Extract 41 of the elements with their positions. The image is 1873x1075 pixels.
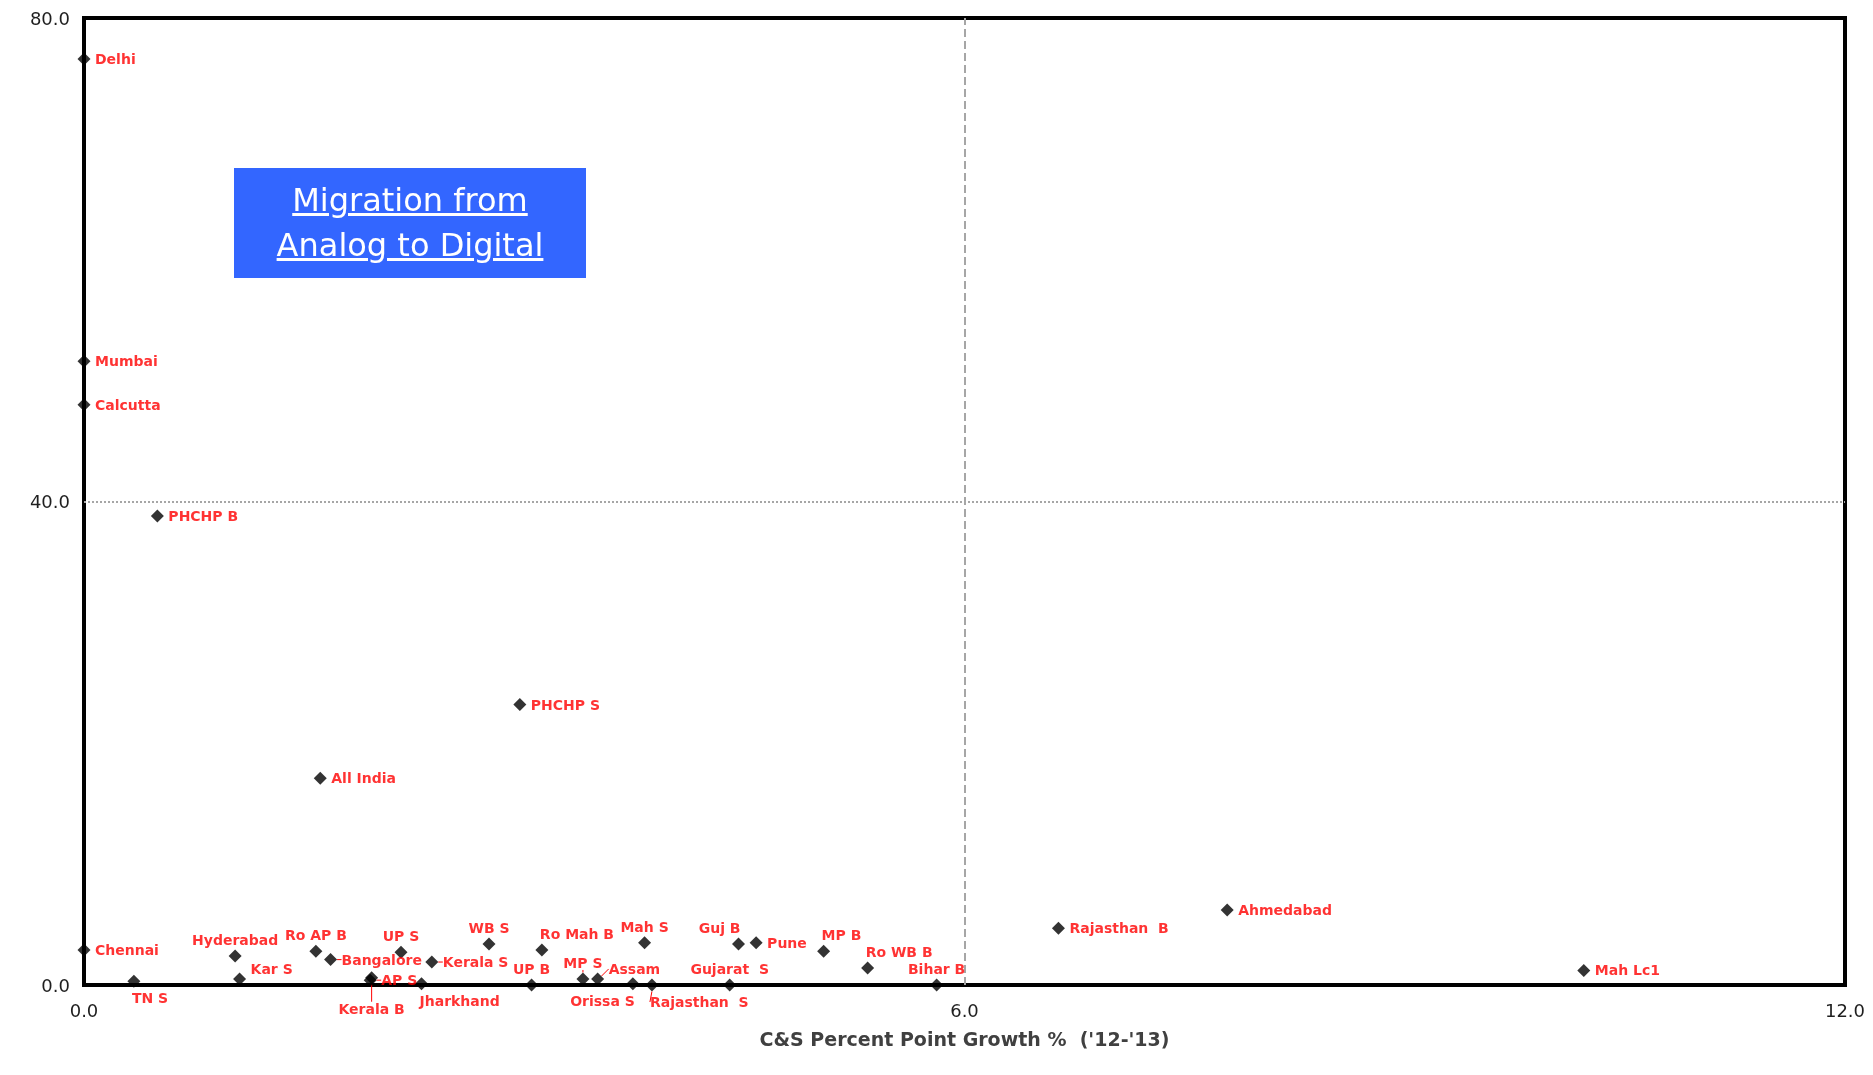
series-label: Hyderabad: [192, 931, 279, 948]
series-label: PHCHP B: [168, 508, 239, 525]
series-label: Pune: [767, 934, 807, 951]
series-label: Mah Lc1: [1594, 962, 1660, 979]
series-label: Guj B: [698, 919, 741, 936]
y-tick-label: 80.0: [29, 7, 70, 29]
series-label: Ro Mah B: [539, 925, 615, 942]
series-label: Kar S: [250, 960, 293, 977]
series-label: Ro WB B: [865, 944, 933, 961]
series-label: Rajasthan S: [649, 994, 749, 1010]
series-label: Mumbai: [94, 353, 158, 370]
series-label: TN S: [131, 990, 169, 1007]
series-label: MP B: [821, 927, 862, 944]
series-label: Kerala B: [338, 1000, 405, 1017]
series-label: UP S: [382, 928, 420, 945]
series-label: WB S: [468, 919, 510, 936]
series-label: Gujarat S: [690, 961, 769, 977]
series-label: Delhi: [95, 51, 136, 68]
series-label: MP S: [563, 954, 603, 971]
series-label: Chennai: [95, 941, 159, 958]
series-label: Ahmedabad: [1238, 902, 1333, 919]
series-label: Jharkhand: [418, 992, 500, 1009]
series-label: Orissa S: [570, 992, 635, 1009]
series-label: Assam: [608, 960, 661, 977]
series-label: Kerala S: [442, 954, 509, 971]
x-tick-label: 0.0: [69, 999, 99, 1021]
series-label: Ro AP B: [284, 927, 347, 944]
annotation: Migration from Analog to Digital: [234, 168, 586, 278]
series-label: Bangalore: [341, 951, 422, 968]
series-label: UP B: [512, 961, 551, 977]
series-label: Mah S: [620, 918, 669, 935]
series-label: PHCHP S: [530, 696, 601, 713]
x-tick-label: 12.0: [1824, 999, 1866, 1021]
series-label: Rajasthan B: [1069, 920, 1169, 937]
x-axis-title: C&S Percent Point Growth % ('12-'13): [759, 1027, 1170, 1050]
series-label: Calcutta: [95, 396, 161, 413]
y-tick-label: 40.0: [29, 491, 70, 512]
series-label: All India: [331, 770, 397, 787]
y-tick-label: 0.0: [41, 974, 70, 996]
x-tick-label: 6.0: [950, 999, 979, 1021]
series-label: Bihar B: [907, 961, 966, 977]
